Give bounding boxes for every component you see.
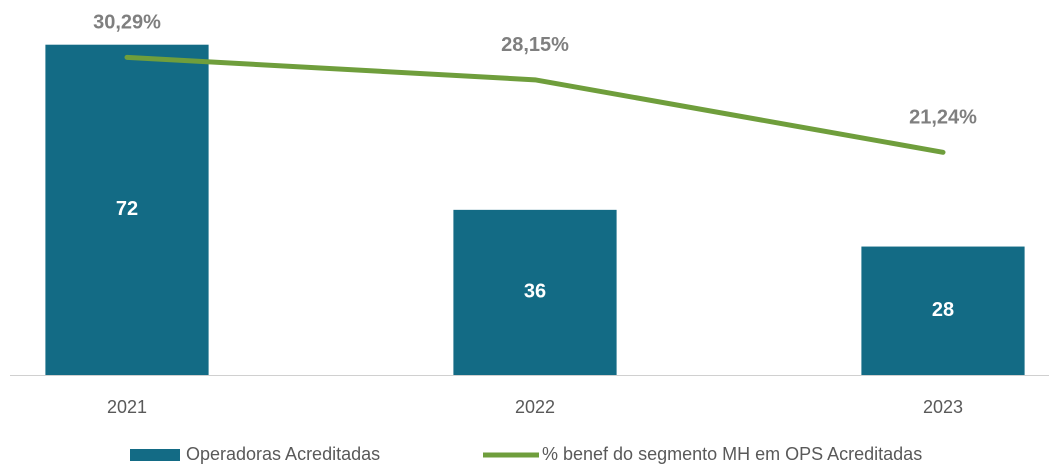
x-tick-label: 2023	[923, 397, 963, 417]
line-value-label: 30,29%	[93, 12, 161, 34]
legend-swatch	[130, 449, 180, 461]
legend-label: % benef do segmento MH em OPS Acreditada…	[542, 444, 922, 464]
bar-value-label: 36	[524, 281, 546, 303]
x-tick-label: 2021	[107, 397, 147, 417]
legend-label: Operadoras Acreditadas	[186, 444, 380, 464]
line	[124, 54, 946, 155]
line-value-label: 28,15%	[501, 34, 569, 56]
bar-value-label: 28	[932, 299, 954, 321]
line-value-label: 21,24%	[909, 107, 977, 129]
x-tick-label: 2022	[515, 397, 555, 417]
bar-value-label: 72	[116, 198, 138, 220]
bar	[453, 209, 617, 375]
bar	[861, 246, 1025, 375]
bar	[45, 44, 209, 375]
